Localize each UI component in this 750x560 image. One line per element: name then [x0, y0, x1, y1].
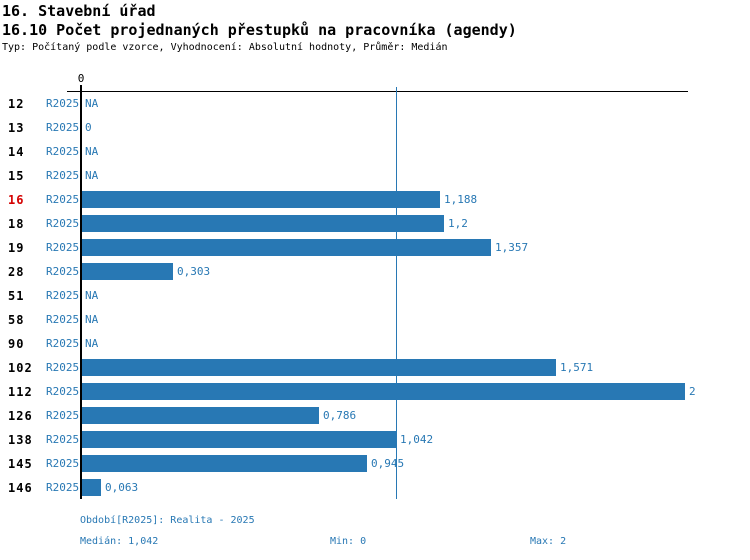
chart-row: 146 R2025 0,063 — [0, 476, 750, 500]
chart-row: 126 R2025 0,786 — [0, 404, 750, 428]
row-value-label: NA — [85, 97, 99, 110]
row-id-label: 12 — [8, 97, 25, 111]
row-id-label: 16 — [8, 193, 25, 207]
chart-row: 102 R2025 1,571 — [0, 356, 750, 380]
row-series-label: R2025 — [46, 241, 80, 254]
value-bar — [82, 191, 440, 208]
row-value-label: 0,786 — [323, 409, 357, 422]
row-series-label: R2025 — [46, 385, 80, 398]
row-series-label: R2025 — [46, 433, 80, 446]
row-value-label: 1,571 — [560, 361, 594, 374]
chart-row: 12 R2025 NA — [0, 92, 750, 116]
row-id-label: 138 — [8, 433, 33, 447]
row-series-label: R2025 — [46, 169, 80, 182]
value-bar — [82, 359, 556, 376]
top-axis-line — [67, 91, 688, 92]
row-series-label: R2025 — [46, 121, 80, 134]
value-bar — [82, 455, 367, 472]
row-id-label: 146 — [8, 481, 33, 495]
axis-zero-tick-label: 0 — [77, 72, 85, 85]
footer-median-label: Medián: 1,042 — [80, 536, 159, 547]
chart-row: 16 R2025 1,188 — [0, 188, 750, 212]
row-series-label: R2025 — [46, 481, 80, 494]
chart-row: 14 R2025 NA — [0, 140, 750, 164]
report-section-title: 16. Stavební úřad — [2, 2, 156, 20]
row-value-label: 0 — [85, 121, 92, 134]
row-value-label: NA — [85, 289, 99, 302]
row-value-label: 0,063 — [105, 481, 139, 494]
footer-period-label: Období[R2025]: Realita - 2025 — [80, 515, 255, 526]
chart-row: 58 R2025 NA — [0, 308, 750, 332]
row-value-label: NA — [85, 313, 99, 326]
row-value-label: 0,303 — [177, 265, 211, 278]
row-id-label: 14 — [8, 145, 25, 159]
chart-subtitle: Typ: Počítaný podle vzorce, Vyhodnocení:… — [2, 42, 448, 53]
row-id-label: 90 — [8, 337, 25, 351]
row-value-label: 2 — [689, 385, 696, 398]
row-series-label: R2025 — [46, 217, 80, 230]
row-series-label: R2025 — [46, 361, 80, 374]
row-series-label: R2025 — [46, 265, 80, 278]
row-id-label: 13 — [8, 121, 25, 135]
row-id-label: 18 — [8, 217, 25, 231]
row-id-label: 145 — [8, 457, 33, 471]
row-value-label: 0,945 — [371, 457, 405, 470]
row-value-label: 1,042 — [400, 433, 434, 446]
chart-title: 16.10 Počet projednaných přestupků na pr… — [2, 21, 517, 39]
row-series-label: R2025 — [46, 457, 80, 470]
row-series-label: R2025 — [46, 289, 80, 302]
value-bar — [82, 215, 444, 232]
chart-row: 13 R2025 0 — [0, 116, 750, 140]
row-id-label: 15 — [8, 169, 25, 183]
chart-row: 19 R2025 1,357 — [0, 236, 750, 260]
row-id-label: 51 — [8, 289, 25, 303]
value-bar — [82, 383, 685, 400]
row-value-label: NA — [85, 169, 99, 182]
y-axis-line — [80, 85, 82, 499]
value-bar — [82, 239, 491, 256]
row-series-label: R2025 — [46, 337, 80, 350]
row-value-label: NA — [85, 337, 99, 350]
row-id-label: 28 — [8, 265, 25, 279]
row-value-label: NA — [85, 145, 99, 158]
row-series-label: R2025 — [46, 97, 80, 110]
footer-min-label: Min: 0 — [330, 536, 367, 547]
row-id-label: 102 — [8, 361, 33, 375]
chart-row: 145 R2025 0,945 — [0, 452, 750, 476]
row-id-label: 126 — [8, 409, 33, 423]
chart-row: 28 R2025 0,303 — [0, 260, 750, 284]
value-bar — [82, 407, 319, 424]
row-value-label: 1,357 — [495, 241, 529, 254]
row-series-label: R2025 — [46, 313, 80, 326]
chart-row: 138 R2025 1,042 — [0, 428, 750, 452]
value-bar — [82, 431, 396, 448]
chart-rows: 12 R2025 NA 13 R2025 0 14 R2025 NA 15 R2025 NA 16 R20… — [0, 92, 750, 500]
chart-row: 15 R2025 NA — [0, 164, 750, 188]
chart-row: 18 R2025 1,2 — [0, 212, 750, 236]
row-value-label: 1,2 — [448, 217, 468, 230]
row-id-label: 58 — [8, 313, 25, 327]
row-series-label: R2025 — [46, 409, 80, 422]
row-id-label: 19 — [8, 241, 25, 255]
row-series-label: R2025 — [46, 145, 80, 158]
chart-row: 51 R2025 NA — [0, 284, 750, 308]
footer-max-label: Max: 2 — [530, 536, 567, 547]
chart-row: 90 R2025 NA — [0, 332, 750, 356]
row-id-label: 112 — [8, 385, 33, 399]
row-value-label: 1,188 — [444, 193, 478, 206]
row-series-label: R2025 — [46, 193, 80, 206]
chart-row: 112 R2025 2 — [0, 380, 750, 404]
median-line — [396, 87, 397, 499]
value-bar — [82, 263, 173, 280]
value-bar — [82, 479, 101, 496]
